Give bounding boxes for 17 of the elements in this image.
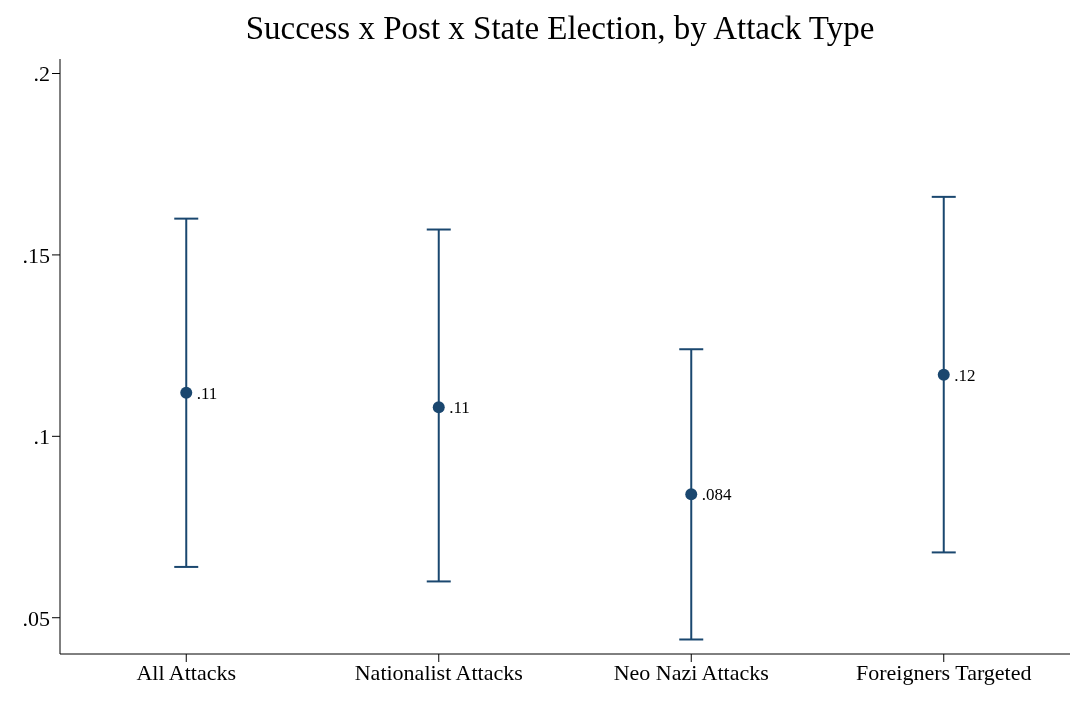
point [937, 368, 950, 381]
y-tick-label: .05 [22, 605, 50, 631]
x-tick-label: All Attacks [136, 659, 237, 685]
y-tick-label: .1 [33, 424, 50, 450]
x-tick-label: Neo Nazi Attacks [613, 659, 769, 685]
data-label: .084 [701, 485, 733, 505]
point [180, 386, 193, 399]
data-label: .11 [449, 398, 470, 418]
point [685, 488, 698, 501]
x-tick-label: Nationalist Attacks [354, 659, 523, 685]
point [432, 401, 445, 414]
chart-title: Success x Post x State Election, by Attack Type [244, 9, 876, 48]
y-tick-label: .2 [33, 61, 50, 87]
x-tick-label: Foreigners Targeted [856, 659, 1032, 685]
y-tick-label: .15 [22, 242, 50, 268]
data-label: .12 [954, 365, 976, 385]
data-label: .11 [196, 383, 218, 403]
